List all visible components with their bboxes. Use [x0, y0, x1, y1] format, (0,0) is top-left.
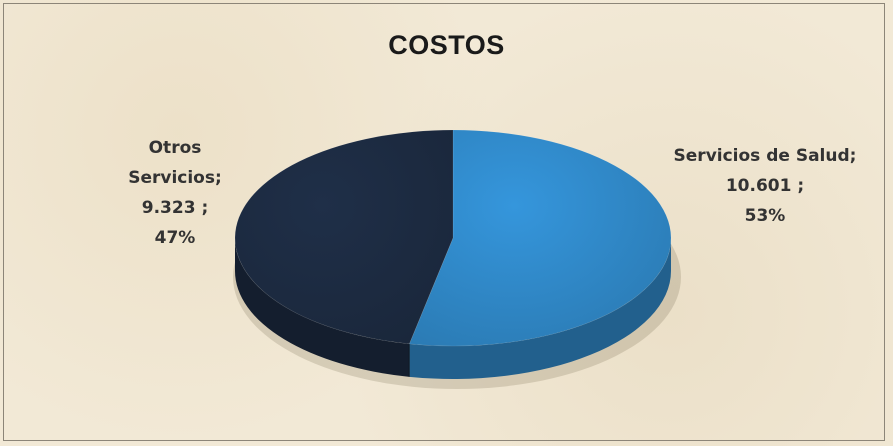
- slice-label-line: Servicios de Salud;: [655, 141, 875, 171]
- slice-label-otros-servicios: Otros Servicios; 9.323 ; 47%: [105, 133, 245, 253]
- slice-label-line: 10.601 ;: [655, 171, 875, 201]
- slice-label-line: 47%: [105, 223, 245, 253]
- slice-label-line: 9.323 ;: [105, 193, 245, 223]
- slice-label-line: 53%: [655, 201, 875, 231]
- slice-label-line: Servicios;: [105, 163, 245, 193]
- slice-label-servicios-salud: Servicios de Salud; 10.601 ; 53%: [655, 141, 875, 231]
- slice-label-line: Otros: [105, 133, 245, 163]
